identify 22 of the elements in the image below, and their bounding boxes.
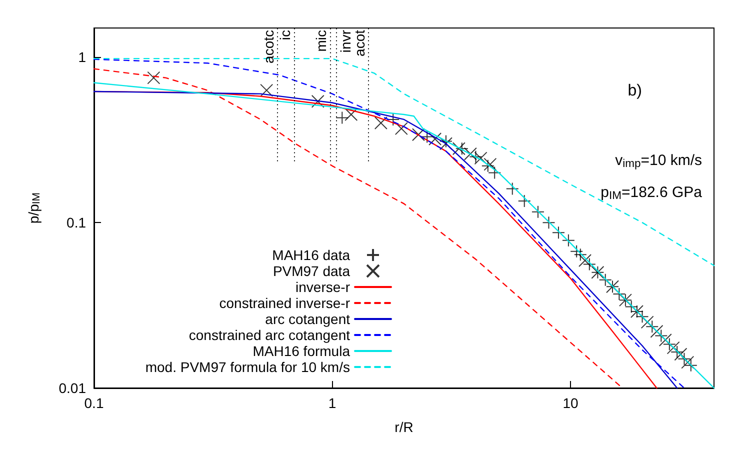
legend-label: constrained arc cotangent	[188, 327, 350, 343]
ref-line-label: acotc	[260, 30, 277, 64]
y-axis-title: p/pIM	[25, 192, 42, 224]
legend-label: inverse-r	[296, 279, 350, 295]
legend-label: MAH16 formula	[252, 343, 350, 359]
x-tick-label: 1	[328, 395, 336, 411]
x-tick-label: 0.1	[84, 395, 104, 411]
legend-label: arc cotangent	[265, 311, 350, 327]
ref-line-label: invr	[337, 30, 354, 53]
legend-label: mod. PVM97 formula for 10 km/s	[145, 359, 350, 375]
ref-line-label: ic	[276, 30, 293, 40]
y-tick-label: 0.1	[66, 214, 86, 231]
ref-line-label: acot	[352, 30, 368, 56]
x-tick-label: 10	[562, 395, 579, 411]
x-axis-title: r/R	[394, 419, 414, 435]
ref-line-label: mic	[313, 30, 330, 52]
legend-label: MAH16 data	[272, 247, 350, 263]
legend-label: PVM97 data	[272, 263, 350, 279]
annotation: b)	[628, 82, 642, 100]
y-tick-label: 0.01	[58, 380, 86, 396]
y-tick-label: 1	[78, 49, 86, 66]
legend-label: constrained inverse-r	[219, 295, 350, 311]
